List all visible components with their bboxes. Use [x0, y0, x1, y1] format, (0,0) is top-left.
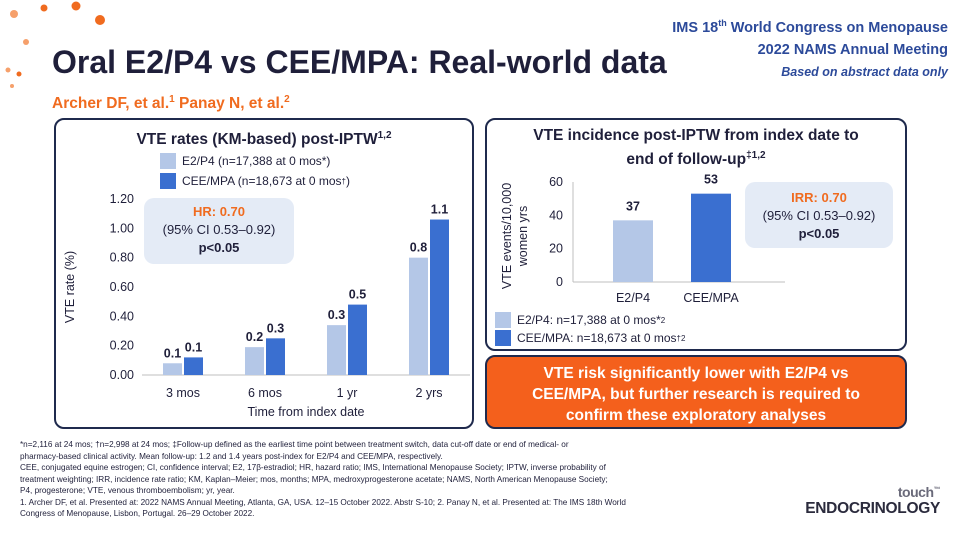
touch-endocrinology-logo: touch™ ENDOCRINOLOGY: [805, 484, 940, 518]
bar: [266, 338, 285, 375]
logo-top: touch™: [897, 484, 941, 500]
right-panel-title: VTE incidence post-IPTW from index date …: [533, 127, 859, 169]
irr-p: p<0.05: [798, 226, 840, 241]
footnotes: *n=2,116 at 24 mos; †n=2,998 at 24 mos; …: [20, 439, 760, 520]
y-axis-label-line-2: women yrs: [516, 206, 530, 267]
y-tick-label: 0.20: [110, 339, 134, 353]
y-tick-label: 40: [549, 208, 563, 222]
footnote-line: treatment weighting; IRR, incidence rate…: [20, 474, 608, 484]
conference-line-2: 2022 NAMS Annual Meeting: [757, 41, 948, 58]
bar: [327, 325, 346, 375]
hazard-ratio-box: HR: 0.70 (95% CI 0.53–0.92) p<0.05: [144, 198, 294, 264]
conclusion-callout: VTE risk significantly lower with E2/P4 …: [485, 355, 907, 429]
page-title: Oral E2/P4 vs CEE/MPA: Real-world data: [52, 44, 667, 80]
footnote-line: CEE, conjugated equine estrogen; CI, con…: [20, 463, 606, 472]
x-tick-label: 1 yr: [337, 386, 358, 400]
x-tick-label: CEE/MPA: [683, 291, 739, 305]
x-tick-label: 2 yrs: [415, 386, 442, 400]
y-tick-label: 1.20: [110, 192, 134, 206]
y-axis-label: VTE rate (%): [63, 251, 77, 323]
left-chart-panel: VTE rates (KM-based) post-IPTW1,2 E2/P4 …: [54, 118, 474, 429]
conference-info: IMS 18th World Congress on Menopause 202…: [672, 12, 948, 83]
y-tick-label: 0: [556, 275, 563, 289]
data-label: 0.3: [267, 321, 284, 335]
bar: [430, 219, 449, 375]
legend-item-e2p4: E2/P4 (n=17,388 at 0 mos*): [160, 153, 330, 169]
footnote-line: *n=2,116 at 24 mos; †n=2,998 at 24 mos; …: [20, 440, 569, 449]
bar: [348, 304, 367, 375]
authors: Archer DF, et al.1 Panay N, et al.2: [52, 94, 290, 113]
footnote-line: pharmacy-based clinical activity. Mean f…: [20, 451, 443, 461]
data-label: 0.1: [185, 340, 202, 354]
x-tick-label: 3 mos: [166, 386, 200, 400]
y-tick-label: 1.00: [110, 221, 134, 235]
y-tick-label: 0.80: [110, 251, 134, 265]
x-axis-label: Time from index date: [248, 405, 365, 419]
irr-ci: (95% CI 0.53–0.92): [762, 208, 876, 223]
footnote-line: P4, progesterone; VTE, venous thromboemb…: [20, 486, 235, 495]
hazard-ratio-ci: (95% CI 0.53–0.92): [162, 222, 276, 237]
conference-note: Based on abstract data only: [781, 64, 948, 79]
data-label: 0.5: [349, 288, 366, 302]
data-label: 0.8: [410, 241, 427, 255]
y-tick-label: 0.00: [110, 368, 134, 382]
right-legend-item-e2p4: E2/P4: n=17,388 at 0 mos* 2: [495, 312, 665, 328]
hazard-ratio-label: HR: 0.70: [192, 204, 246, 219]
x-tick-label: 6 mos: [248, 386, 282, 400]
y-tick-label: 0.40: [110, 309, 134, 323]
data-label: 53: [704, 173, 718, 187]
y-axis-label-line-1: VTE events/10,000: [500, 183, 514, 289]
left-bar-chart: 0.00 0.20 0.40 0.60 0.80 1.00 1.20 0.1 0.1 3 mos 0…: [63, 192, 470, 419]
data-label: 0.2: [246, 330, 263, 344]
legend-swatch-ceempa: [160, 173, 176, 189]
legend-item-ceempa: CEE/MPA (n=18,673 at 0 mos †): [160, 173, 350, 189]
data-label: 37: [626, 199, 640, 213]
bar: [184, 357, 203, 375]
legend-swatch-e2p4: [160, 153, 176, 169]
logo-bottom: ENDOCRINOLOGY: [805, 500, 940, 517]
y-tick-label: 0.60: [110, 280, 134, 294]
right-legend-swatch-e2p4: [495, 312, 511, 328]
right-legend-item-ceempa: CEE/MPA: n=18,673 at 0 mos †2: [495, 330, 685, 346]
bar: [245, 347, 264, 375]
bar: [613, 220, 653, 282]
right-legend-swatch-ceempa: [495, 330, 511, 346]
y-tick-label: 20: [549, 242, 563, 256]
footnote-line: 1. Archer DF, et al. Presented at: 2022 …: [20, 497, 626, 507]
hazard-ratio-p: p<0.05: [198, 240, 240, 255]
irr-label: IRR: 0.70: [791, 190, 847, 205]
left-panel-title: VTE rates (KM-based) post-IPTW1,2: [136, 130, 392, 149]
data-label: 0.3: [328, 308, 345, 322]
decorative-dots: [5, 1, 105, 88]
bar: [409, 257, 428, 375]
footnote-line: Congress of Menopause, Lisbon, Portugal.…: [20, 509, 255, 518]
bar: [163, 363, 182, 375]
data-label: 0.1: [164, 346, 181, 360]
right-bar-chart: 0 20 40 60 37 E2/P4 53 CEE/MPA VTE events/10,000…: [500, 173, 785, 305]
bar: [691, 193, 731, 282]
irr-box: IRR: 0.70 (95% CI 0.53–0.92) p<0.05: [745, 182, 893, 248]
x-tick-label: E2/P4: [616, 291, 650, 305]
y-tick-label: 60: [549, 175, 563, 189]
data-label: 1.1: [431, 203, 448, 217]
conference-line-1: IMS 18th World Congress on Menopause: [672, 18, 948, 36]
